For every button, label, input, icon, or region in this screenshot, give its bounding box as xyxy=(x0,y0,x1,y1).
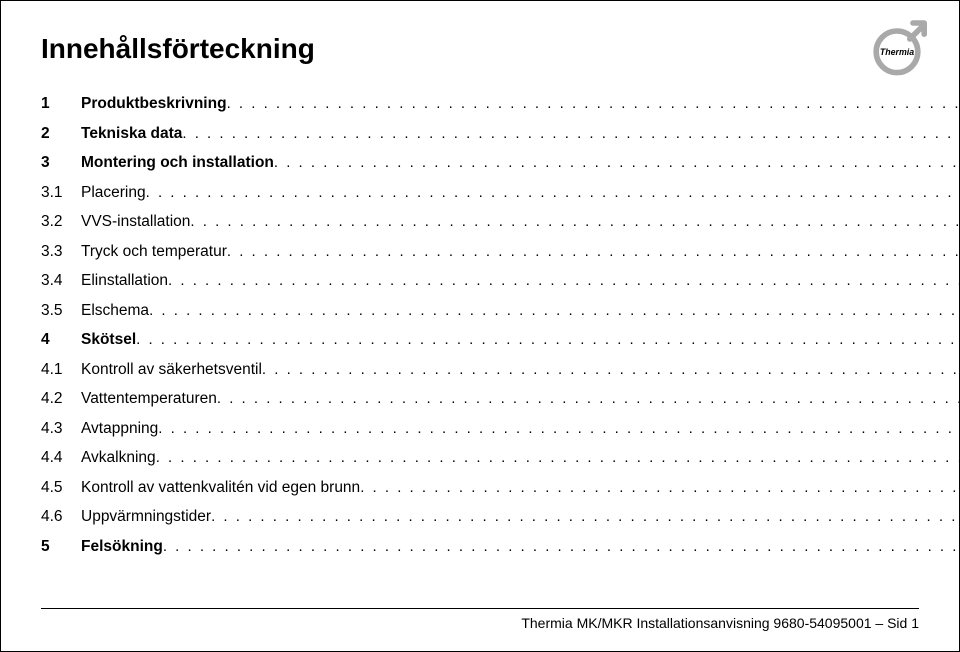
toc-leader-dots xyxy=(217,385,960,414)
toc-number: 3.4 xyxy=(41,266,81,295)
toc-leader-dots xyxy=(136,326,960,355)
toc-row: 3.5Elschema6 xyxy=(41,296,960,326)
toc-leader-dots xyxy=(262,356,960,385)
toc-label: VVS-installation xyxy=(81,207,190,236)
brand-label: Thermia xyxy=(880,47,914,57)
toc-label: Vattentemperaturen xyxy=(81,384,217,413)
page-title: Innehållsförteckning xyxy=(41,33,919,65)
toc-row: 3.1Placering4 xyxy=(41,178,960,208)
toc-number: 4.5 xyxy=(41,473,81,502)
toc-row: 4.3Avtappning8 xyxy=(41,414,960,444)
toc-number: 3.1 xyxy=(41,178,81,207)
toc-number: 5 xyxy=(41,532,81,561)
toc-row: 4Skötsel7 xyxy=(41,325,960,355)
toc-label: Montering och installation xyxy=(81,148,274,177)
toc-label: Placering xyxy=(81,178,146,207)
toc-leader-dots xyxy=(360,474,960,503)
toc-column: 1Produktbeskrivning22Tekniska data33Mont… xyxy=(41,89,960,561)
toc-row: 2Tekniska data3 xyxy=(41,119,960,149)
toc-leader-dots xyxy=(158,415,960,444)
content-columns: 1Produktbeskrivning22Tekniska data33Mont… xyxy=(41,89,919,561)
toc-label: Felsökning xyxy=(81,532,163,561)
toc-row: 1Produktbeskrivning2 xyxy=(41,89,960,119)
toc-leader-dots xyxy=(146,179,960,208)
toc-leader-dots xyxy=(156,444,960,473)
toc-row: 5Felsökning10 xyxy=(41,532,960,562)
toc-row: 3Montering och installation4 xyxy=(41,148,960,178)
toc-label: Produktbeskrivning xyxy=(81,89,227,118)
toc-label: Avkalkning xyxy=(81,443,156,472)
toc-row: 4.1Kontroll av säkerhetsventil7 xyxy=(41,355,960,385)
toc-label: Tekniska data xyxy=(81,119,182,148)
toc-row: 3.3Tryck och temperatur4 xyxy=(41,237,960,267)
toc-label: Kontroll av säkerhetsventil xyxy=(81,355,262,384)
toc-leader-dots xyxy=(190,208,960,237)
toc-number: 4.4 xyxy=(41,443,81,472)
toc-number: 3.5 xyxy=(41,296,81,325)
toc-leader-dots xyxy=(227,238,960,267)
toc-leader-dots xyxy=(168,267,960,296)
toc-label: Tryck och temperatur xyxy=(81,237,227,266)
toc-number: 3.2 xyxy=(41,207,81,236)
toc-leader-dots xyxy=(211,503,960,532)
toc-row: 4.2Vattentemperaturen8 xyxy=(41,384,960,414)
toc-number: 4 xyxy=(41,325,81,354)
toc-label: Skötsel xyxy=(81,325,136,354)
footer-text: Thermia MK/MKR Installationsanvisning 96… xyxy=(521,615,919,631)
toc-row: 4.6Uppvärmningstider9 xyxy=(41,502,960,532)
toc-row: 4.5Kontroll av vattenkvalitén vid egen b… xyxy=(41,473,960,503)
toc-row: 3.4Elinstallation5 xyxy=(41,266,960,296)
toc-label: Elinstallation xyxy=(81,266,168,295)
page-root: Thermia Innehållsförteckning 1Produktbes… xyxy=(0,0,960,652)
toc-label: Uppvärmningstider xyxy=(81,502,211,531)
brand-logo: Thermia xyxy=(865,15,929,79)
toc-leader-dots xyxy=(163,533,960,562)
toc-label: Avtappning xyxy=(81,414,158,443)
toc-number: 3 xyxy=(41,148,81,177)
toc-row: 4.4Avkalkning8 xyxy=(41,443,960,473)
toc-label: Kontroll av vattenkvalitén vid egen brun… xyxy=(81,473,360,502)
toc-row: 3.2VVS-installation4 xyxy=(41,207,960,237)
toc-number: 3.3 xyxy=(41,237,81,266)
toc-number: 1 xyxy=(41,89,81,118)
toc-number: 4.2 xyxy=(41,384,81,413)
toc-label: Elschema xyxy=(81,296,149,325)
toc-list: 1Produktbeskrivning22Tekniska data33Mont… xyxy=(41,89,960,561)
page-footer: Thermia MK/MKR Installationsanvisning 96… xyxy=(41,608,919,631)
toc-number: 4.3 xyxy=(41,414,81,443)
toc-leader-dots xyxy=(274,149,960,178)
toc-leader-dots xyxy=(149,297,960,326)
toc-number: 2 xyxy=(41,119,81,148)
toc-number: 4.1 xyxy=(41,355,81,384)
toc-leader-dots xyxy=(227,90,960,119)
toc-leader-dots xyxy=(182,120,960,149)
toc-number: 4.6 xyxy=(41,502,81,531)
